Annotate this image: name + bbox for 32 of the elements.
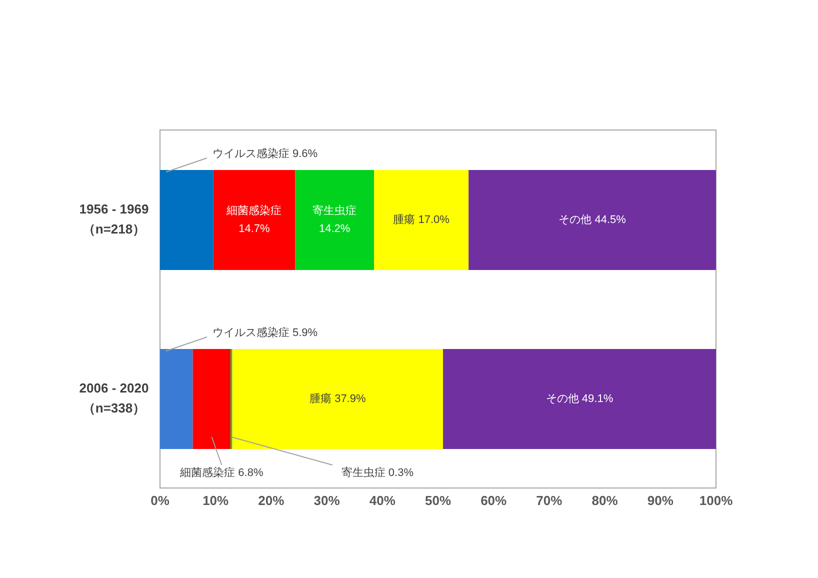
data-label: 腫瘍 37.9% — [310, 392, 366, 405]
bar — [160, 349, 193, 449]
bar — [232, 349, 444, 449]
x-tick-label: 10% — [202, 493, 230, 508]
bar — [213, 170, 296, 270]
y-tick-label: 2006 - 2020 （n=338） — [79, 380, 149, 416]
bar — [468, 170, 716, 270]
data-label: ウイルス感染症 9.6% — [212, 147, 318, 160]
bar — [443, 349, 716, 449]
data-label: その他 44.5% — [558, 214, 626, 226]
x-tick-label: 90% — [647, 493, 674, 508]
data-label: 腫瘍 17.0% — [393, 213, 450, 226]
x-tick-label: 80% — [592, 493, 618, 508]
x-tick-label: 60% — [480, 493, 508, 508]
data-label: 細菌感染症 14.7% — [226, 204, 282, 235]
x-tick-label: 70% — [536, 493, 563, 508]
y-tick-label: 1956 - 1969 （n=218） — [79, 202, 149, 236]
bar — [295, 170, 374, 270]
x-tick-label: 20% — [258, 493, 285, 508]
bar — [192, 349, 231, 449]
bar — [374, 170, 469, 270]
x-tick-label: 0% — [150, 493, 170, 508]
bar — [160, 170, 214, 270]
data-label: 細菌感染症 6.8% — [179, 466, 264, 479]
x-tick-label: 100% — [699, 493, 734, 508]
data-label: 寄生虫症 14.2% — [312, 204, 357, 235]
x-tick-label: 40% — [369, 493, 396, 508]
x-tick-label: 30% — [314, 493, 340, 508]
x-tick-label: 50% — [424, 493, 452, 508]
data-label: 寄生虫症 0.3% — [341, 466, 414, 479]
data-label: その他 49.1% — [546, 393, 614, 405]
data-label: ウイルス感染症 5.9% — [212, 326, 318, 339]
